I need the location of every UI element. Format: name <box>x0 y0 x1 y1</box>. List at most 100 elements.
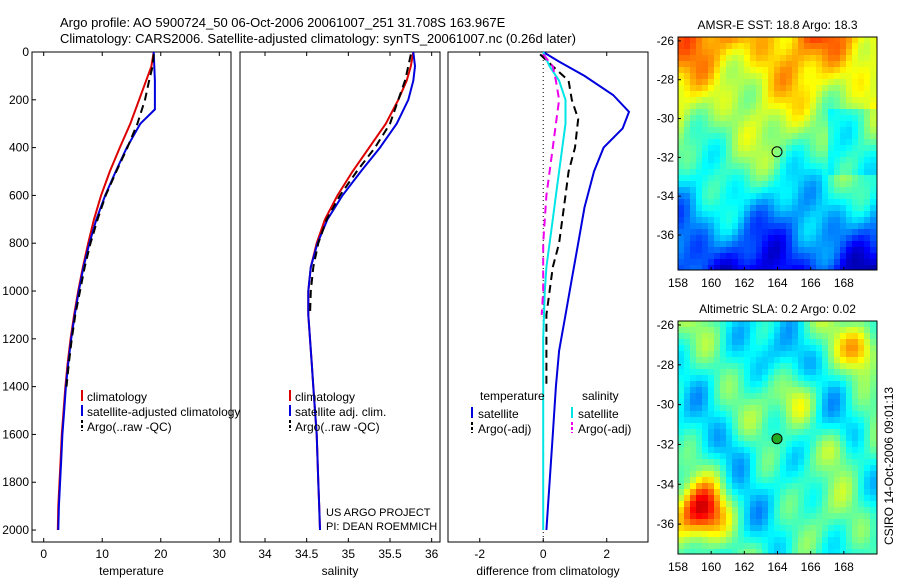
heatmap-cell <box>684 235 690 241</box>
heatmap-cell <box>834 211 840 217</box>
x-tick-label: 0 <box>40 547 47 561</box>
heatmap-cell <box>780 109 786 115</box>
heatmap-cell <box>714 61 720 67</box>
heatmap-cell <box>792 91 798 97</box>
heatmap-cell <box>828 61 834 67</box>
heatmap-cell <box>678 375 684 381</box>
heatmap-cell <box>864 49 870 55</box>
heatmap-cell <box>870 465 876 471</box>
heatmap-cell <box>792 339 798 345</box>
heatmap-cell <box>852 477 858 483</box>
heatmap-cell <box>858 471 864 477</box>
legend-entry: Argo(-adj) <box>478 422 531 436</box>
heatmap-cell <box>702 247 708 253</box>
heatmap-cell <box>774 79 780 85</box>
heatmap-cell <box>864 145 870 151</box>
heatmap-cell <box>744 169 750 175</box>
heatmap-cell <box>852 259 858 265</box>
heatmap-cell <box>708 193 714 199</box>
heatmap-cell <box>702 477 708 483</box>
heatmap-cell <box>798 357 804 363</box>
heatmap-cell <box>840 417 846 423</box>
heatmap-cell <box>678 235 684 241</box>
heatmap-cell <box>798 169 804 175</box>
heatmap-cell <box>768 73 774 79</box>
heatmap-cell <box>726 121 732 127</box>
heatmap-cell <box>696 139 702 145</box>
heatmap-cell <box>768 447 774 453</box>
heatmap-cell <box>774 241 780 247</box>
heatmap-cell <box>732 175 738 181</box>
heatmap-cell <box>738 163 744 169</box>
heatmap-cell <box>750 357 756 363</box>
heatmap-cell <box>786 241 792 247</box>
heatmap-cell <box>768 381 774 387</box>
heatmap-cell <box>774 459 780 465</box>
heatmap-cell <box>708 513 714 519</box>
heatmap-cell <box>720 175 726 181</box>
heatmap-cell <box>720 265 726 270</box>
heatmap-cell <box>768 345 774 351</box>
heatmap-cell <box>774 211 780 217</box>
heatmap-cell <box>828 489 834 495</box>
heatmap-cell <box>786 519 792 525</box>
heatmap-cell <box>786 67 792 73</box>
heatmap-cell <box>684 363 690 369</box>
heatmap-cell <box>744 495 750 501</box>
heatmap-cell <box>684 193 690 199</box>
heatmap-cell <box>870 477 876 483</box>
heatmap-cell <box>690 151 696 157</box>
heatmap-cell <box>774 229 780 235</box>
heatmap-cell <box>834 321 840 327</box>
heatmap-cell <box>750 97 756 103</box>
heatmap-cell <box>750 235 756 241</box>
heatmap-cell <box>846 235 852 241</box>
heatmap-cell <box>696 549 702 554</box>
heatmap-cell <box>816 381 822 387</box>
heatmap-cell <box>828 519 834 525</box>
heatmap-cell <box>708 85 714 91</box>
heatmap-cell <box>768 543 774 549</box>
heatmap-cell <box>690 477 696 483</box>
heatmap-cell <box>840 441 846 447</box>
heatmap-cell <box>738 43 744 49</box>
heatmap-cell <box>720 115 726 121</box>
heatmap-cell <box>834 399 840 405</box>
heatmap-cell <box>870 381 876 387</box>
heatmap-cell <box>708 187 714 193</box>
heatmap-cell <box>720 549 726 554</box>
heatmap-cell <box>696 157 702 163</box>
heatmap-cell <box>846 483 852 489</box>
heatmap-cell <box>858 525 864 531</box>
heatmap-cell <box>840 507 846 513</box>
heatmap-cell <box>762 537 768 543</box>
heatmap-cell <box>798 115 804 121</box>
heatmap-cell <box>786 223 792 229</box>
heatmap-cell <box>738 405 744 411</box>
heatmap-cell <box>852 199 858 205</box>
heatmap-cell <box>720 67 726 73</box>
heatmap-cell <box>750 169 756 175</box>
heatmap-cell <box>720 543 726 549</box>
heatmap-cell <box>696 79 702 85</box>
heatmap-cell <box>720 211 726 217</box>
heatmap-cell <box>744 175 750 181</box>
heatmap-cell <box>816 229 822 235</box>
heatmap-cell <box>798 381 804 387</box>
heatmap-cell <box>846 531 852 537</box>
heatmap-cell <box>690 199 696 205</box>
heatmap-cell <box>834 115 840 121</box>
heatmap-cell <box>774 543 780 549</box>
heatmap-cell <box>816 411 822 417</box>
heatmap-cell <box>780 265 786 270</box>
heatmap-cell <box>702 97 708 103</box>
heatmap-cell <box>726 339 732 345</box>
heatmap-cell <box>684 199 690 205</box>
heatmap-cell <box>816 67 822 73</box>
heatmap-cell <box>744 477 750 483</box>
heatmap-cell <box>792 381 798 387</box>
heatmap-cell <box>738 375 744 381</box>
heatmap-cell <box>696 399 702 405</box>
y-tick-label: 1200 <box>2 332 29 346</box>
heatmap-cell <box>834 253 840 259</box>
